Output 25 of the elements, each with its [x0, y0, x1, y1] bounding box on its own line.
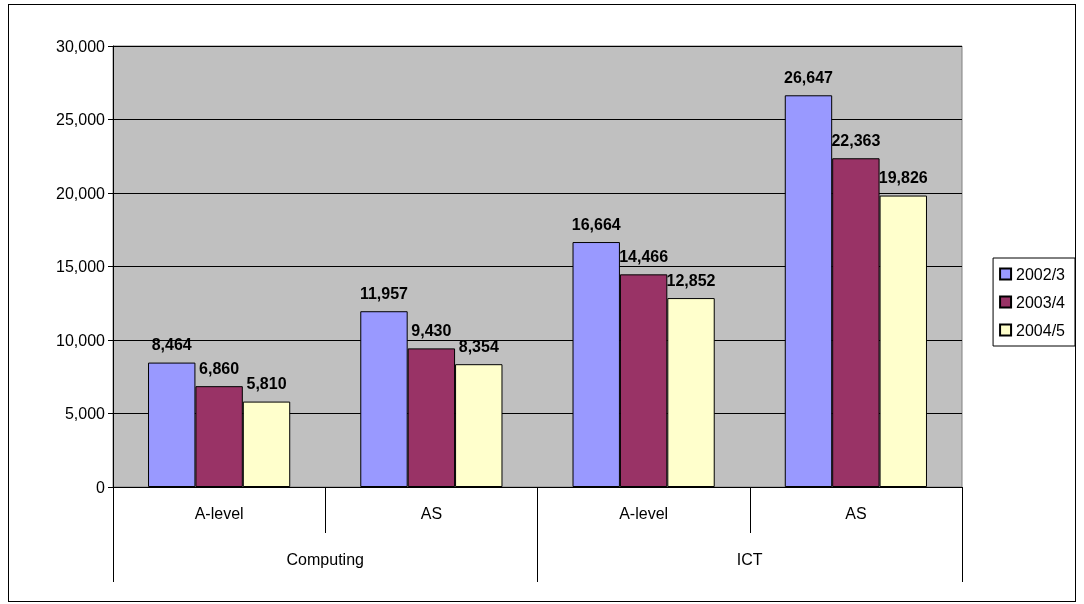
- text: Computing: [286, 550, 364, 568]
- x-tick-label: A-level: [194, 504, 244, 522]
- legend-label: 2004/5: [1016, 321, 1066, 339]
- y-tick-label: 5,000: [64, 405, 106, 422]
- data-label: 6,860: [199, 359, 240, 377]
- data-label: 22,363: [831, 131, 881, 149]
- data-label: 9,430: [411, 321, 452, 339]
- legend-label: 2002/3: [1016, 265, 1066, 283]
- y-tick-label: 30,000: [56, 37, 106, 55]
- y-tick-label: 20,000: [56, 184, 106, 202]
- y-tick-label: 0: [96, 478, 106, 496]
- data-label: 26,647: [784, 68, 834, 86]
- y-tick-label: 15,000: [56, 258, 106, 275]
- y-tick-label: 25,000: [56, 111, 106, 128]
- x-tick-label: AS: [845, 504, 867, 522]
- data-label: 5,810: [246, 375, 287, 393]
- x-tick-label: A-level: [619, 504, 669, 522]
- data-label: 16,664: [571, 215, 621, 233]
- data-label: 11,957: [359, 284, 409, 302]
- data-label: 12,852: [666, 271, 716, 289]
- data-label: 14,466: [619, 247, 669, 265]
- legend-label: 2003/4: [1016, 293, 1066, 311]
- x-tick-label: AS: [420, 504, 443, 522]
- y-tick-label: 10,000: [56, 331, 106, 349]
- text: ICT: [736, 550, 763, 568]
